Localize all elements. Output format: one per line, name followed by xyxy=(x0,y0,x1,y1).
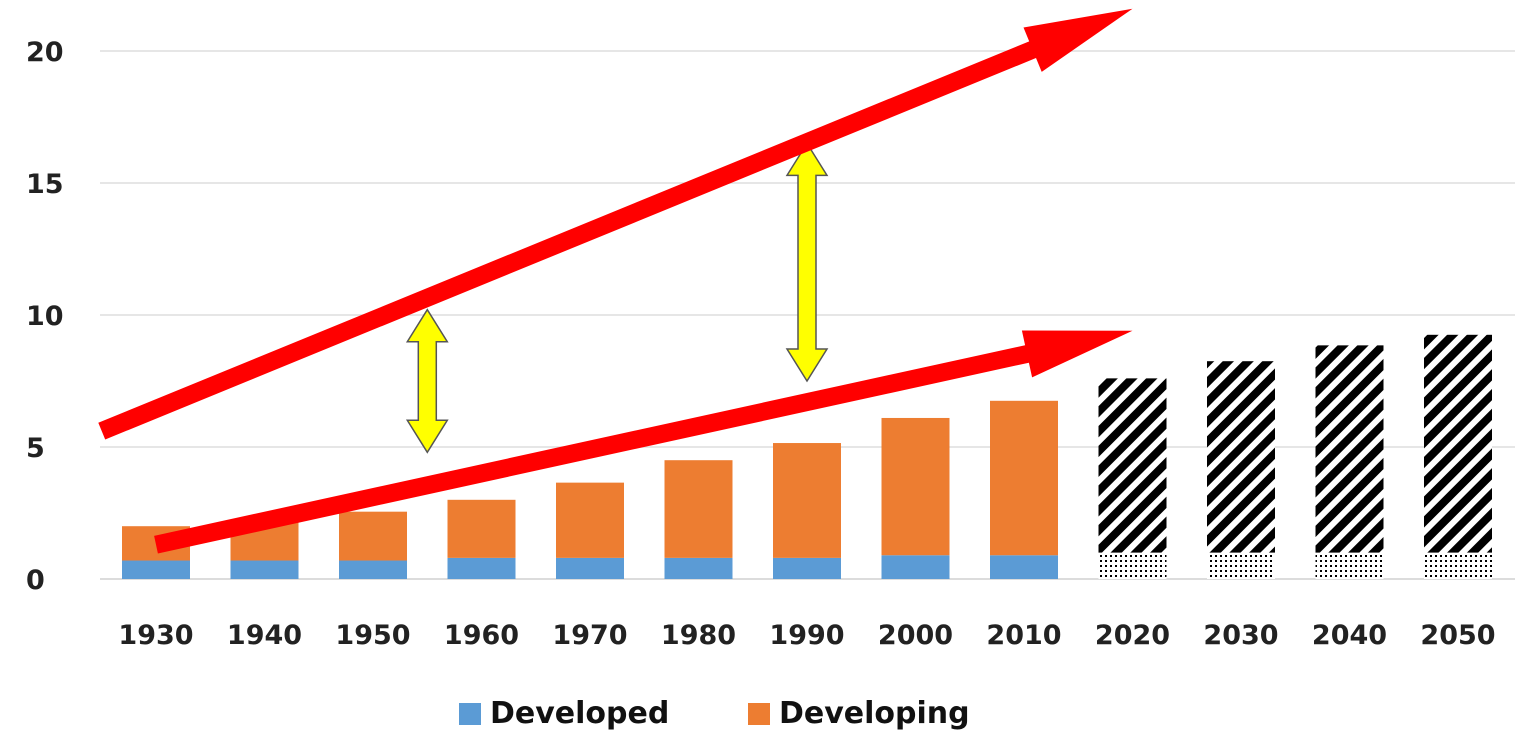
bar-developed-1940 xyxy=(230,560,299,579)
bar-developing-1980 xyxy=(664,460,733,558)
yellow-double-arrow xyxy=(785,141,829,383)
bar-developed-1930 xyxy=(122,560,190,579)
legend: Developed Developing xyxy=(459,696,970,731)
yellow-double-arrow xyxy=(405,308,449,454)
x-tick-label: 1960 xyxy=(444,620,519,651)
y-axis-tick-labels: 0 5 10 15 20 xyxy=(26,37,64,596)
annotations xyxy=(98,8,1133,554)
legend-label-developing: Developing xyxy=(779,696,970,731)
legend-swatch-developing xyxy=(748,703,770,725)
bar-developing-2050 xyxy=(1424,334,1492,553)
x-tick-label: 2020 xyxy=(1095,620,1170,651)
bar-developing-1970 xyxy=(556,482,624,558)
bar-developing-1990 xyxy=(773,443,841,558)
bar-developed-2010 xyxy=(990,555,1058,579)
bar-developed-2000 xyxy=(881,555,950,579)
legend-swatch-developed xyxy=(459,703,481,725)
y-tick-label: 20 xyxy=(26,37,64,68)
red-trend-arrow xyxy=(98,8,1133,440)
bar-developed-2040 xyxy=(1315,552,1384,579)
bar-developed-2030 xyxy=(1207,552,1275,579)
bar-developing-2000 xyxy=(881,417,950,556)
bar-developed-2020 xyxy=(1098,552,1167,579)
x-tick-label: 1970 xyxy=(552,620,627,651)
x-tick-label: 2000 xyxy=(878,620,953,651)
y-tick-label: 5 xyxy=(26,433,45,464)
bar-developed-1960 xyxy=(447,557,516,579)
bar-developed-1970 xyxy=(556,557,624,579)
bar-developing-2010 xyxy=(990,400,1058,556)
x-tick-label: 1980 xyxy=(661,620,736,651)
x-tick-label: 1990 xyxy=(769,620,844,651)
x-tick-label: 2040 xyxy=(1312,620,1387,651)
red-trend-arrow xyxy=(154,330,1133,554)
x-tick-label: 2050 xyxy=(1420,620,1495,651)
x-tick-label: 1950 xyxy=(335,620,410,651)
y-tick-label: 10 xyxy=(26,301,64,332)
bar-developing-1950 xyxy=(339,511,407,561)
bar-developing-2040 xyxy=(1315,345,1384,553)
legend-label-developed: Developed xyxy=(490,696,669,731)
x-tick-label: 1930 xyxy=(118,620,193,651)
y-tick-label: 0 xyxy=(26,565,45,596)
x-tick-label: 2010 xyxy=(986,620,1061,651)
bar-developed-1980 xyxy=(664,557,733,579)
x-axis-tick-labels: 1930 1940 1950 1960 1970 1980 1990 2000 2010 2020… xyxy=(118,620,1495,651)
bar-developing-1960 xyxy=(447,499,516,558)
bar-developing-2020 xyxy=(1098,378,1167,553)
y-tick-label: 15 xyxy=(26,169,64,200)
bar-developing-2030 xyxy=(1207,361,1275,553)
bar-developed-1990 xyxy=(773,557,841,579)
bar-developed-2050 xyxy=(1424,552,1492,579)
x-tick-label: 1940 xyxy=(227,620,302,651)
bar-developed-1950 xyxy=(339,560,407,579)
x-tick-label: 2030 xyxy=(1203,620,1278,651)
